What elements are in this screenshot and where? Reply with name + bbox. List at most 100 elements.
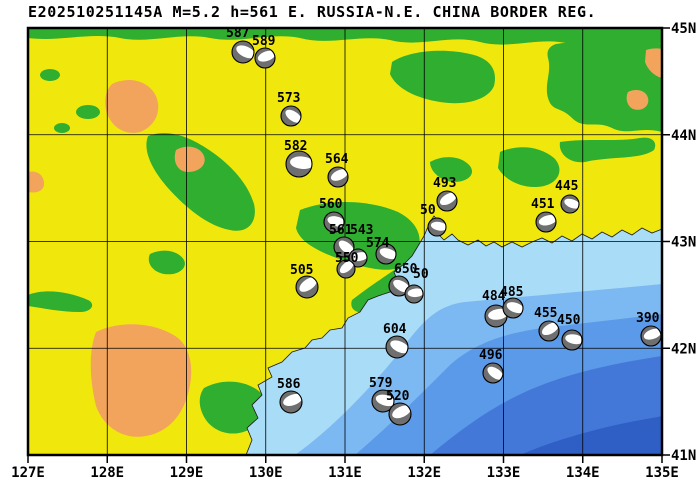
beachball-tension-lobe xyxy=(565,334,584,345)
beachball: 582 xyxy=(284,139,313,178)
beachball-outline xyxy=(436,190,458,212)
beachball: 496 xyxy=(479,348,504,384)
beachball-depth-label: 390 xyxy=(636,311,660,326)
beachball-depth-label: 50 xyxy=(420,203,436,218)
beachball-tension-lobe xyxy=(285,109,302,123)
map-frame xyxy=(26,26,664,457)
beachball: 50 xyxy=(420,203,448,237)
axis-ticks xyxy=(27,27,670,463)
beachball-outline xyxy=(404,284,424,304)
green-patch xyxy=(390,50,495,104)
beachball-tension-lobe xyxy=(643,328,662,340)
beachball-tension-lobe xyxy=(339,260,354,274)
beachball-tension-lobe xyxy=(290,156,313,169)
beachball: 604 xyxy=(383,322,410,359)
beachball-tension-lobe xyxy=(283,393,303,406)
lon-axis-label: 129E xyxy=(170,465,204,481)
beachball-tension-lobe xyxy=(538,215,557,226)
beachball-depth-label: 451 xyxy=(531,197,555,212)
beachball-depth-label: 455 xyxy=(534,306,557,321)
beachball-tension-lobe xyxy=(487,366,504,380)
green-patch xyxy=(40,69,60,81)
beachball: 50 xyxy=(404,267,429,304)
beachball-depth-label: 587 xyxy=(226,26,249,41)
beachball-outline xyxy=(285,150,313,178)
beachball-outline xyxy=(535,211,557,233)
beachball: 586 xyxy=(277,377,303,414)
beachball: 445 xyxy=(555,179,581,214)
green-patch xyxy=(559,137,656,163)
beachball-depth-label: 520 xyxy=(386,389,410,404)
beachball-depth-label: 50 xyxy=(413,267,429,282)
beachball-outline xyxy=(561,329,583,351)
beachball-outline xyxy=(333,236,355,258)
beachball-outline xyxy=(323,211,345,233)
orange-patch xyxy=(174,146,205,172)
orange-patch xyxy=(626,90,649,110)
beachball-depth-label: 579 xyxy=(369,376,392,391)
green-patch xyxy=(54,123,70,133)
green-patch xyxy=(29,291,93,312)
beachball-tension-lobe xyxy=(338,240,355,255)
page-title: E202510251145A M=5.2 h=561 E. RUSSIA-N.E… xyxy=(28,3,597,21)
orange-patch xyxy=(105,80,159,133)
green-patch xyxy=(498,147,560,188)
green-patch xyxy=(546,41,661,132)
beachball-depth-label: 574 xyxy=(366,236,390,251)
highland-orange-patches xyxy=(29,48,661,437)
beachball: 451 xyxy=(531,197,557,233)
lat-axis-label: 43N xyxy=(671,235,696,251)
beachball-depth-label: 450 xyxy=(557,313,581,328)
beachball-tension-lobe xyxy=(541,322,559,336)
beachball-outline xyxy=(375,243,397,265)
lon-axis-label: 135E xyxy=(645,465,679,481)
beachball: 543 xyxy=(348,223,373,268)
beachball-tension-lobe xyxy=(379,248,398,260)
beachball: 564 xyxy=(325,152,349,188)
lat-axis-label: 44N xyxy=(671,128,696,144)
lon-axis-label: 131E xyxy=(328,465,362,481)
beachball-outline xyxy=(295,275,319,299)
beachball-depth-label: 485 xyxy=(500,285,523,300)
lon-axis-label: 134E xyxy=(566,465,600,481)
beachball-depth-label: 505 xyxy=(290,263,313,278)
beachball-depth-label: 543 xyxy=(350,223,373,238)
lon-axis-label: 133E xyxy=(487,465,521,481)
beachball-depth-label: 484 xyxy=(482,289,506,304)
beachball-depth-label: 650 xyxy=(394,262,418,277)
beachball-tension-lobe xyxy=(236,45,256,59)
beachball-tension-lobe xyxy=(327,216,346,227)
beachball-depth-label: 604 xyxy=(383,322,407,337)
beachball-tension-lobe xyxy=(257,50,276,62)
beachball-outline xyxy=(280,105,302,127)
beachball-tension-lobe xyxy=(390,340,410,354)
beachball-outline xyxy=(327,166,349,188)
beachball: 455 xyxy=(534,306,560,342)
lon-axis-label: 128E xyxy=(90,465,124,481)
beachball-outline xyxy=(427,217,447,237)
beachball-depth-label: 589 xyxy=(252,34,275,49)
axis-labels: 127E 128E 129E 130E 131E 132E 133E 134E 135E 45N 4… xyxy=(11,21,696,481)
beachball-depth-label: 586 xyxy=(277,377,301,392)
green-patch xyxy=(148,250,185,275)
beachball: 505 xyxy=(290,263,319,299)
beachball: 560 xyxy=(319,197,346,233)
beachball-depth-label: 493 xyxy=(433,176,456,191)
beachball-outline xyxy=(482,362,504,384)
beachball-outline xyxy=(502,297,524,319)
beachball-tension-lobe xyxy=(330,169,349,181)
beachball: 450 xyxy=(557,313,584,351)
beachball-outline xyxy=(385,335,409,359)
beachball-outline xyxy=(279,390,303,414)
orange-patch xyxy=(645,48,661,78)
orange-patch xyxy=(29,171,45,193)
beachball-tension-lobe xyxy=(430,221,448,231)
green-patch xyxy=(430,157,473,182)
beachball: 650 xyxy=(388,262,418,297)
beachball-depth-label: 560 xyxy=(319,197,343,212)
beachball-outline xyxy=(336,259,356,279)
green-patch xyxy=(76,105,100,119)
beachball-outline xyxy=(254,47,276,69)
